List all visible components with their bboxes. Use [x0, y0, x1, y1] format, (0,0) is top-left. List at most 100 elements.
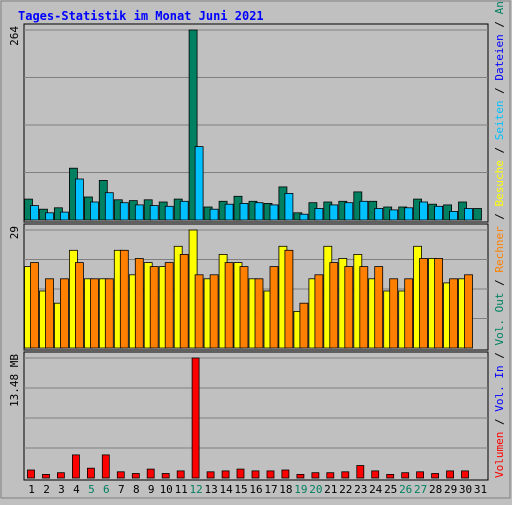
bar-volumen-day-18: [281, 469, 290, 479]
bar-volumen-day-11: [176, 470, 185, 479]
bar-rechner-day-5: [90, 278, 99, 349]
bar-rechner-day-14: [224, 262, 234, 349]
bar-rechner-day-29: [449, 278, 459, 349]
bar-dateien-day-22: [344, 202, 354, 221]
bar-rechner-day-30: [464, 274, 473, 349]
bar-dateien-day-4: [75, 178, 84, 221]
x-tick-label: 14: [219, 483, 233, 496]
panel-1: 264: [8, 23, 489, 223]
side-legend: Volumen / Vol. In / Vol. Out / Rechner /…: [493, 0, 506, 478]
bar-rechner-day-3: [60, 278, 69, 349]
bar-dateien-day-12: [194, 146, 204, 221]
bar-dateien-day-1: [30, 205, 39, 221]
legend-entry: /: [493, 140, 506, 160]
bar-volumen-day-3: [57, 472, 65, 479]
legend-entry: /: [493, 412, 506, 432]
legend-entry: Dateien: [493, 34, 506, 80]
bar-anfragen-day-12: [188, 29, 198, 221]
y-max-label: 29: [8, 226, 21, 239]
x-tick-label: 5: [88, 483, 95, 496]
legend-entry: Besuche: [493, 160, 506, 206]
panel-2: 29: [8, 223, 489, 351]
x-tick-label: 22: [339, 483, 352, 496]
bar-rechner-day-10: [164, 262, 174, 349]
bar-rechner-day-25: [389, 278, 399, 349]
bar-dateien-day-2: [45, 212, 54, 221]
bar-dateien-day-27: [419, 201, 429, 221]
bar-volumen-day-23: [356, 465, 365, 479]
bar-volumen-day-7: [116, 471, 125, 479]
bar-rechner-day-21: [329, 262, 339, 349]
bar-volumen-day-6: [101, 454, 110, 479]
x-tick-label: 19: [294, 483, 307, 496]
x-tick-label: 21: [324, 483, 337, 496]
bar-dateien-day-30: [464, 208, 473, 221]
bar-anfragen-day-31: [473, 208, 482, 221]
x-tick-label: 20: [309, 483, 322, 496]
panel-frame: [23, 351, 489, 481]
bar-rechner-day-23: [359, 266, 369, 349]
bar-volumen-day-14: [221, 470, 230, 479]
bar-rechner-day-28: [434, 258, 444, 349]
bar-volumen-day-10: [161, 473, 170, 479]
bar-volumen-day-19: [296, 473, 305, 479]
bar-volumen-day-1: [27, 469, 35, 479]
bar-dateien-day-20: [314, 208, 324, 221]
x-tick-label: 31: [474, 483, 487, 496]
bar-rechner-day-11: [179, 253, 189, 349]
x-tick-label: 25: [384, 483, 397, 496]
bar-rechner-day-7: [119, 249, 129, 349]
bar-dateien-day-8: [134, 204, 144, 221]
bar-rechner-day-9: [149, 266, 159, 349]
bar-dateien-day-14: [224, 203, 234, 221]
bar-volumen-day-21: [326, 472, 335, 479]
bar-volumen-day-20: [311, 472, 320, 479]
x-tick-label: 30: [459, 483, 472, 496]
bar-volumen-day-17: [266, 470, 275, 479]
bar-rechner-day-17: [269, 266, 279, 349]
x-tick-label: 16: [249, 483, 262, 496]
legend-entry: /: [493, 81, 506, 101]
bar-dateien-day-17: [269, 204, 279, 221]
bar-volumen-day-27: [416, 471, 425, 479]
x-tick-label: 15: [234, 483, 247, 496]
bar-volumen-day-30: [461, 470, 469, 479]
bar-dateien-day-5: [90, 201, 99, 221]
legend-entry: Volumen: [493, 432, 506, 478]
x-tick-label: 29: [444, 483, 457, 496]
legend-entry: Anfragen: [493, 0, 506, 14]
bar-volumen-day-16: [251, 470, 260, 479]
x-tick-label: 1: [28, 483, 35, 496]
x-tick-label: 9: [148, 483, 155, 496]
bar-rechner-day-20: [314, 274, 324, 349]
bar-volumen-day-8: [131, 473, 140, 479]
bar-dateien-day-25: [389, 209, 399, 221]
x-tick-label: 27: [414, 483, 427, 496]
bar-volumen-day-15: [236, 468, 245, 479]
bar-volumen-day-24: [371, 470, 380, 479]
bar-dateien-day-3: [60, 211, 69, 221]
x-tick-label: 24: [369, 483, 383, 496]
bar-dateien-day-13: [209, 208, 219, 221]
bar-dateien-day-9: [149, 205, 159, 221]
x-tick-label: 2: [43, 483, 50, 496]
bar-rechner-day-26: [404, 278, 414, 349]
bar-rechner-day-19: [299, 302, 309, 349]
bar-volumen-day-9: [146, 468, 155, 479]
legend-entry: Vol. In: [493, 365, 506, 411]
x-tick-label: 18: [279, 483, 292, 496]
x-tick-label: 6: [103, 483, 110, 496]
bar-rechner-day-16: [254, 278, 264, 349]
x-tick-label: 3: [58, 483, 65, 496]
bar-dateien-day-6: [104, 192, 114, 221]
bar-dateien-day-16: [254, 202, 264, 221]
legend-entry: /: [493, 14, 506, 34]
bar-dateien-day-29: [449, 210, 459, 221]
bar-volumen-day-25: [386, 473, 395, 479]
bar-dateien-day-28: [434, 205, 444, 221]
x-tick-label: 4: [73, 483, 80, 496]
bar-rechner-day-6: [104, 278, 114, 349]
legend-entry: /: [493, 206, 506, 226]
bar-rechner-day-22: [344, 266, 354, 349]
